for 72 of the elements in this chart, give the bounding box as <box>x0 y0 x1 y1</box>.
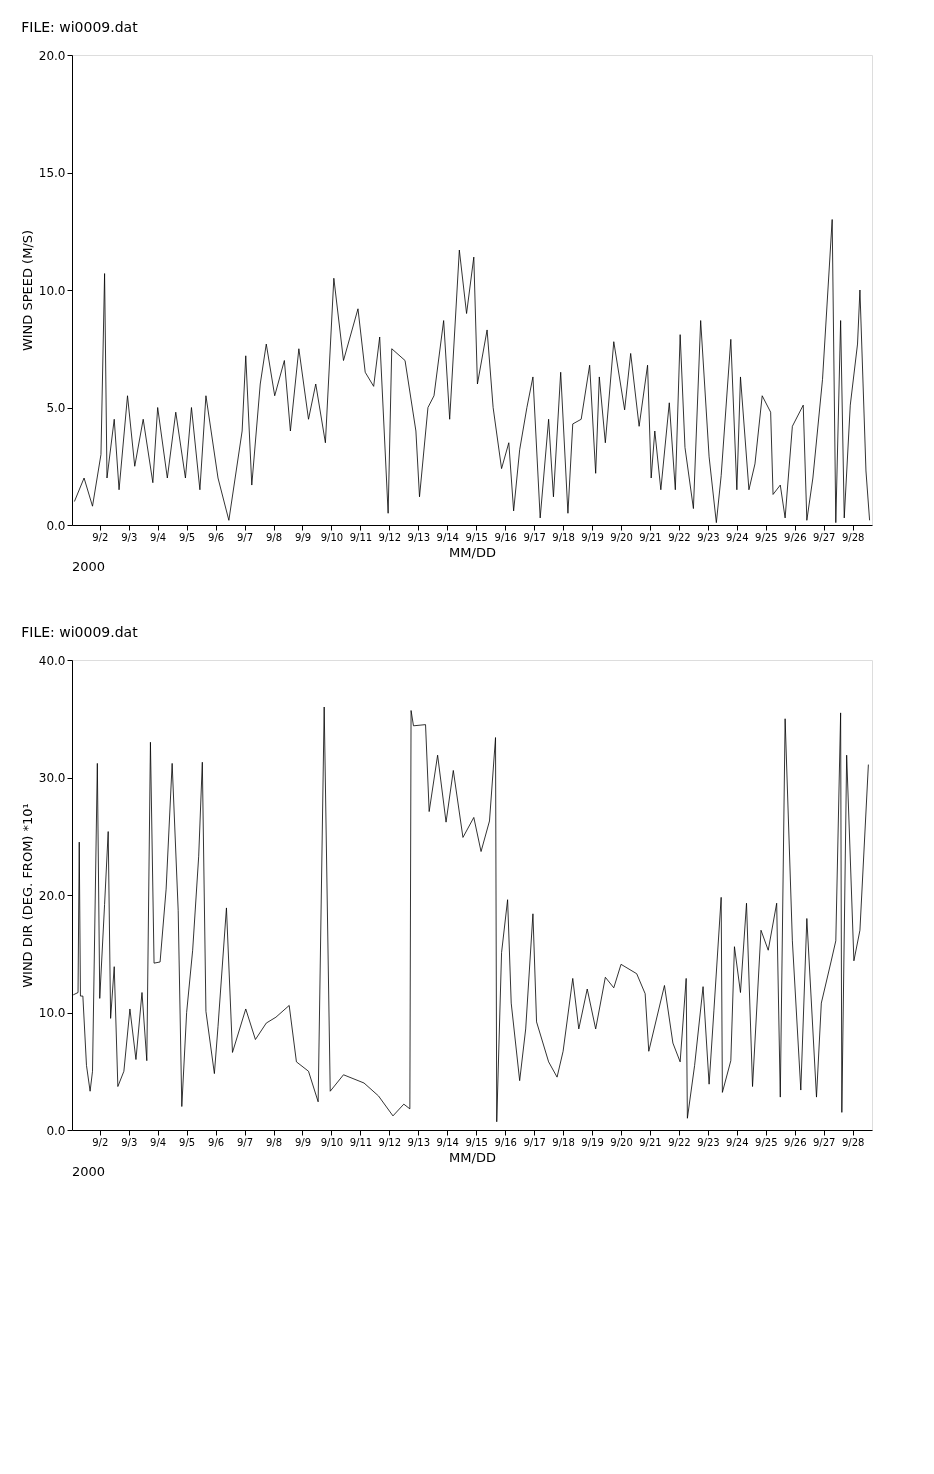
x-tick-label: 9/17 <box>523 1136 546 1148</box>
chart-title: FILE: wi0009.dat <box>21 19 139 35</box>
x-tick-label: 9/26 <box>784 531 807 543</box>
y-tick-label: 20.0 <box>38 888 66 903</box>
x-tick-label: 9/25 <box>755 531 778 543</box>
x-tick-label: 9/7 <box>237 531 254 543</box>
text: 2000 <box>72 1164 106 1179</box>
x-tick-label: 9/6 <box>208 1136 225 1148</box>
x-tick-label: 9/9 <box>294 1136 312 1148</box>
y-tick-label: 30.0 <box>38 771 66 785</box>
x-tick-label: 9/4 <box>150 1136 167 1148</box>
y-tick-label: 10.0 <box>38 1006 66 1020</box>
x-tick-label: 9/28 <box>841 531 865 543</box>
x-tick-label: 9/13 <box>407 531 431 543</box>
x-tick-label: 9/27 <box>813 531 836 543</box>
x-tick-label: 9/27 <box>813 1136 836 1148</box>
x-tick-label: 9/16 <box>494 531 517 543</box>
x-tick-label: 9/28 <box>841 1136 865 1148</box>
x-tick-label: 9/9 <box>294 531 312 543</box>
x-tick-label: 9/23 <box>697 531 720 543</box>
x-tick-label: 9/19 <box>581 1136 604 1148</box>
x-tick-label: 9/7 <box>237 1136 254 1148</box>
x-tick-label: 9/25 <box>755 1136 778 1148</box>
x-tick-label: 9/15 <box>465 1136 488 1148</box>
x-tick-label: 9/21 <box>639 1136 662 1148</box>
x-tick-label: 9/4 <box>150 531 167 543</box>
x-tick-label: 9/12 <box>378 1136 402 1148</box>
x-tick-label: 9/11 <box>349 1136 373 1148</box>
x-tick-label: 9/8 <box>265 1136 283 1148</box>
x-tick-label: 9/3 <box>121 1136 138 1148</box>
x-tick-label: 9/23 <box>697 1136 720 1148</box>
x-tick-label: 9/13 <box>407 1136 431 1148</box>
x-tick-label: 9/26 <box>784 1136 807 1148</box>
x-tick-label: 9/20 <box>610 1136 633 1148</box>
text: 2000 <box>72 559 106 574</box>
x-tick-label: 9/14 <box>436 531 459 543</box>
x-tick-label: 9/8 <box>265 531 283 543</box>
x-tick-label: 9/3 <box>121 531 138 543</box>
y-tick-label: 10.0 <box>38 283 66 298</box>
x-tick-label: 9/5 <box>179 531 196 543</box>
y-tick-label: 0.0 <box>46 1123 66 1138</box>
x-tick-label: 9/16 <box>494 1136 517 1148</box>
x-tick-label: 9/24 <box>726 531 749 543</box>
x-tick-label: 9/18 <box>552 1136 575 1148</box>
x-axis-title: MM/DD <box>449 544 496 560</box>
x-tick-label: 9/12 <box>378 531 402 543</box>
y-tick-label: 20.0 <box>38 48 66 63</box>
x-tick-label: 9/24 <box>726 1136 749 1148</box>
x-tick-label: 9/21 <box>639 531 662 543</box>
y-tick-label: 40.0 <box>38 653 66 668</box>
x-tick-label: 9/22 <box>668 1136 691 1148</box>
y-tick-label: 5.0 <box>46 401 66 415</box>
y-tick-label: 15.0 <box>38 166 66 180</box>
x-tick-label: 9/22 <box>668 531 691 543</box>
x-tick-label: 9/17 <box>523 531 546 543</box>
x-tick-label: 9/11 <box>349 531 373 543</box>
chart-title: FILE: wi0009.dat <box>21 624 139 640</box>
x-tick-label: 9/10 <box>320 1136 344 1148</box>
x-tick-label: 9/15 <box>465 531 488 543</box>
x-tick-label: 9/20 <box>610 531 633 543</box>
x-tick-label: 9/5 <box>179 1136 196 1148</box>
x-tick-label: 9/2 <box>92 1136 109 1148</box>
x-tick-label: 9/19 <box>581 531 604 543</box>
y-axis-title: WIND SPEED (M/S) <box>19 229 35 352</box>
y-tick-label: 0.0 <box>46 518 66 533</box>
x-tick-label: 9/18 <box>552 531 575 543</box>
x-axis-title: MM/DD <box>449 1149 496 1165</box>
x-tick-label: 9/2 <box>92 531 109 543</box>
x-tick-label: 9/10 <box>320 531 344 543</box>
x-tick-label: 9/6 <box>208 531 225 543</box>
y-axis-title: WIND DIR (DEG. FROM) *10¹ <box>19 803 35 988</box>
x-tick-label: 9/14 <box>436 1136 459 1148</box>
